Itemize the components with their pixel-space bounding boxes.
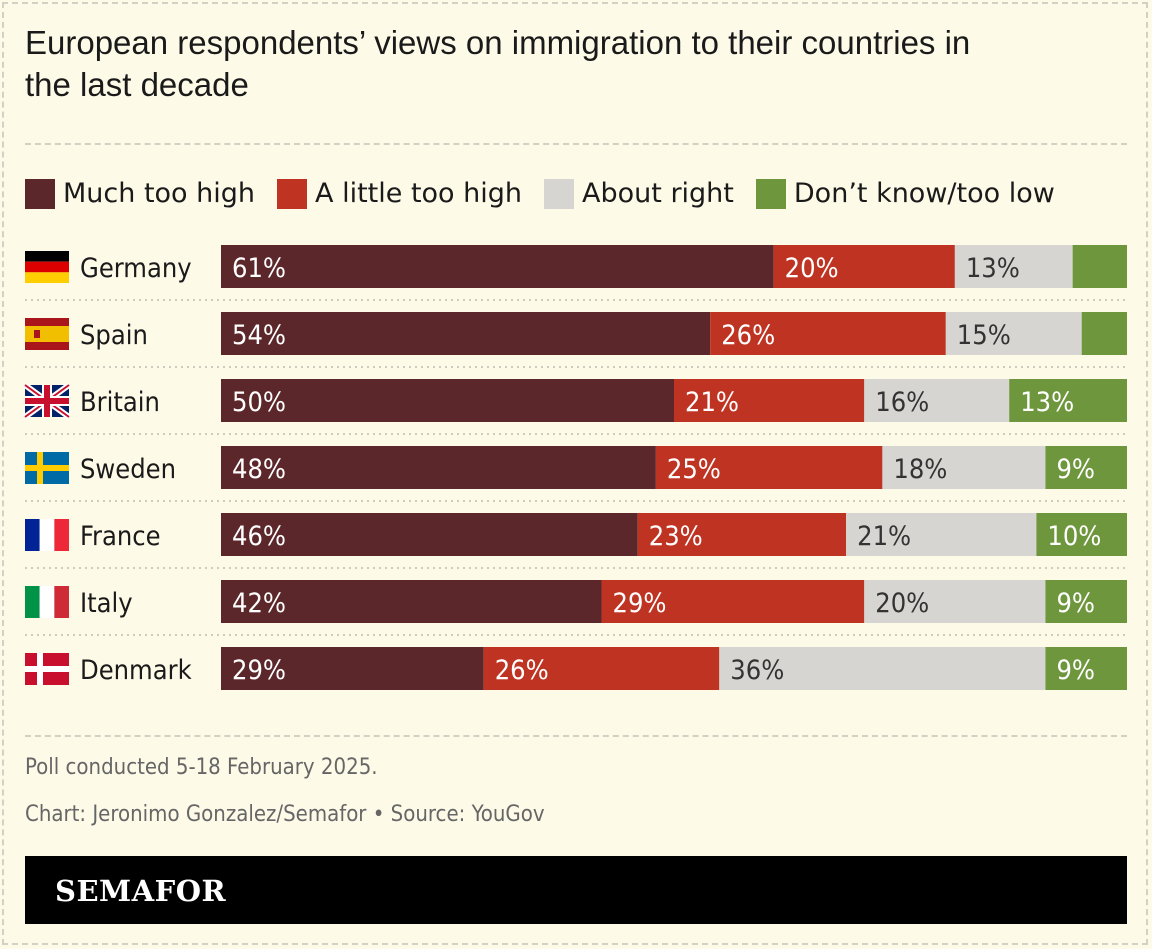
data-label: 9% bbox=[1056, 588, 1095, 619]
data-label: 15% bbox=[957, 320, 1011, 351]
bar-segment bbox=[710, 312, 946, 355]
legend: Much too high A little too high About ri… bbox=[25, 178, 1077, 209]
bar-segment bbox=[221, 245, 774, 288]
footer-bar: SEMAFOR bbox=[25, 856, 1127, 924]
bar-segment bbox=[655, 446, 883, 489]
data-label: 10% bbox=[1047, 521, 1101, 552]
bar-segment bbox=[719, 647, 1046, 690]
italy-flag-icon bbox=[25, 586, 69, 618]
category-label: France bbox=[80, 521, 161, 552]
data-label: 9% bbox=[1056, 655, 1095, 686]
bar-row-spain: Spain 54% 26% 15% bbox=[25, 312, 1127, 368]
legend-label: A little too high bbox=[315, 178, 523, 209]
data-label: 48% bbox=[232, 454, 286, 485]
bar-segment bbox=[1009, 379, 1127, 422]
bar-segment bbox=[1072, 245, 1127, 288]
bar-row-sweden: Sweden 48% 25% 18% 9% bbox=[25, 446, 1127, 502]
data-label: 36% bbox=[730, 655, 784, 686]
category-label: Denmark bbox=[80, 655, 192, 686]
legend-swatch bbox=[25, 178, 55, 209]
category-label: Germany bbox=[80, 253, 192, 284]
legend-label: Don’t know/too low bbox=[793, 178, 1055, 209]
data-label: 23% bbox=[649, 521, 703, 552]
category-label: Sweden bbox=[80, 454, 176, 485]
bar-segment bbox=[1081, 312, 1127, 355]
germany-flag-icon bbox=[25, 251, 69, 283]
france-flag-icon bbox=[25, 519, 69, 551]
legend-swatch bbox=[544, 178, 575, 209]
data-label: 25% bbox=[667, 454, 721, 485]
bar-segment bbox=[221, 379, 674, 422]
data-label: 54% bbox=[232, 320, 286, 351]
bar-segment bbox=[945, 312, 1082, 355]
data-label: 29% bbox=[232, 655, 286, 686]
bar-segment bbox=[637, 513, 847, 556]
data-label: 13% bbox=[1020, 387, 1074, 418]
bar-segment bbox=[221, 513, 638, 556]
legend-item: A little too high bbox=[277, 178, 522, 209]
poll-note: Poll conducted 5-18 February 2025. bbox=[25, 755, 378, 780]
data-label: 21% bbox=[857, 521, 911, 552]
bar-segment bbox=[846, 513, 1037, 556]
legend-swatch bbox=[277, 178, 308, 209]
data-label: 18% bbox=[893, 454, 947, 485]
divider bbox=[25, 143, 1127, 145]
legend-item: Don’t know/too low bbox=[755, 178, 1055, 209]
bar-segment bbox=[882, 446, 1046, 489]
legend-label: About right bbox=[582, 178, 734, 209]
data-label: 21% bbox=[685, 387, 739, 418]
bar-segment bbox=[1045, 446, 1127, 489]
spain-flag-icon bbox=[25, 318, 69, 350]
bar-segment bbox=[954, 245, 1073, 288]
bar-segment bbox=[864, 580, 1046, 623]
bar-segment bbox=[221, 446, 656, 489]
bar-segment bbox=[1045, 647, 1127, 690]
data-label: 20% bbox=[875, 588, 929, 619]
legend-item: Much too high bbox=[25, 178, 255, 209]
bar-segment bbox=[674, 379, 865, 422]
bar-segment bbox=[221, 647, 484, 690]
bar-segment bbox=[221, 580, 602, 623]
bar-segment bbox=[864, 379, 1010, 422]
bar-row-britain: Britain 50% 21% 16% 13% bbox=[23, 379, 1127, 435]
data-label: 26% bbox=[721, 320, 775, 351]
category-label: Italy bbox=[80, 588, 133, 619]
legend-item: About right bbox=[544, 178, 734, 209]
data-label: 20% bbox=[785, 253, 839, 284]
data-label: 29% bbox=[613, 588, 667, 619]
britain-flag-icon bbox=[23, 382, 71, 420]
sweden-flag-icon bbox=[25, 452, 69, 484]
bar-row-italy: Italy 42% 29% 20% 9% bbox=[25, 580, 1127, 636]
data-label: 50% bbox=[232, 387, 286, 418]
category-label: Britain bbox=[80, 387, 160, 418]
data-label: 13% bbox=[966, 253, 1020, 284]
divider bbox=[25, 735, 1127, 737]
data-label: 46% bbox=[232, 521, 286, 552]
bar-row-france: France 46% 23% 21% 10% bbox=[25, 513, 1127, 569]
denmark-flag-icon bbox=[25, 653, 69, 685]
legend-label: Much too high bbox=[63, 178, 256, 209]
legend-swatch bbox=[755, 178, 786, 209]
category-label: Spain bbox=[80, 320, 148, 351]
data-label: 42% bbox=[232, 588, 286, 619]
credit-note: Chart: Jeronimo Gonzalez/Semafor • Sourc… bbox=[25, 802, 545, 827]
bar-segment bbox=[773, 245, 955, 288]
data-label: 16% bbox=[875, 387, 929, 418]
chart-title: European respondents’ views on immigrati… bbox=[25, 24, 971, 103]
semafor-logo: SEMAFOR bbox=[55, 874, 227, 908]
bar-segment bbox=[483, 647, 720, 690]
data-label: 61% bbox=[232, 253, 286, 284]
bar-segment bbox=[221, 312, 711, 355]
data-label: 9% bbox=[1056, 454, 1095, 485]
bar-segment bbox=[1036, 513, 1127, 556]
bar-row-germany: Germany 61% 20% 13% bbox=[25, 245, 1127, 301]
bar-segment bbox=[601, 580, 865, 623]
data-label: 26% bbox=[495, 655, 549, 686]
bar-segment bbox=[1045, 580, 1127, 623]
bar-row-denmark: Denmark 29% 26% 36% 9% bbox=[25, 647, 1127, 690]
